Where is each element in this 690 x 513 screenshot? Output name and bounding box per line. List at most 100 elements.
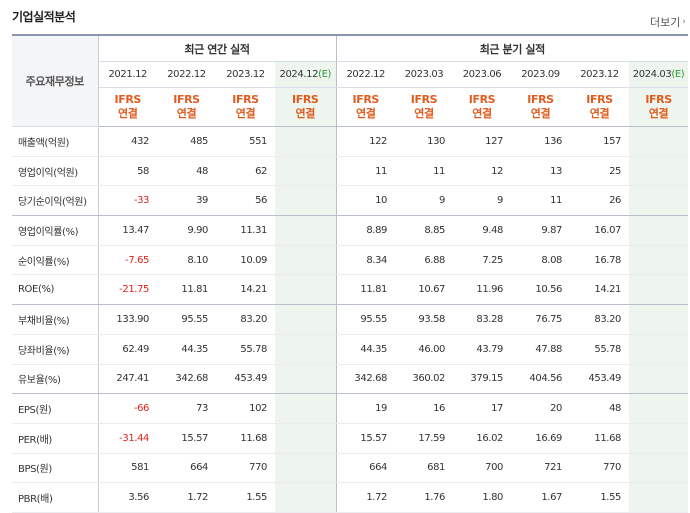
table-cell: 1.55 bbox=[216, 482, 275, 513]
table-cell: 8.10 bbox=[157, 245, 216, 276]
table-cell: 102 bbox=[216, 393, 275, 424]
table-cell: 11.96 bbox=[453, 274, 511, 306]
table-cell: 664 bbox=[157, 453, 216, 484]
table-cell bbox=[275, 156, 336, 187]
table-cell: -21.75 bbox=[98, 274, 157, 306]
row-label: PBR(배) bbox=[12, 482, 99, 513]
table-cell: 19 bbox=[335, 393, 395, 424]
row-header-label: 주요재무정보 bbox=[12, 35, 99, 127]
table-cell: 342.68 bbox=[157, 364, 216, 395]
table-cell: 13.47 bbox=[98, 215, 157, 246]
table-row: 영업이익률(%) 13.47 9.90 11.31 8.89 8.85 9.48 9.87 16… bbox=[12, 215, 689, 246]
table-cell bbox=[275, 215, 336, 246]
table-cell: 11.68 bbox=[216, 423, 275, 454]
estimate-mark: (E) bbox=[671, 69, 685, 80]
table-cell: 16.02 bbox=[453, 423, 511, 454]
period-header: 2023.03 bbox=[395, 61, 453, 88]
table-cell: 1.55 bbox=[570, 482, 629, 513]
more-label: 더보기 bbox=[650, 16, 681, 29]
table-cell: 11.81 bbox=[335, 274, 395, 306]
table-cell: 1.67 bbox=[511, 482, 570, 513]
table-cell: 48 bbox=[157, 156, 216, 187]
ifrs-line1: IFRS bbox=[114, 93, 142, 106]
table-cell: 16.69 bbox=[511, 423, 570, 454]
table-cell bbox=[629, 274, 689, 306]
table-cell bbox=[275, 364, 336, 395]
table-cell: 360.02 bbox=[395, 364, 453, 395]
table-cell bbox=[275, 423, 336, 454]
ifrs-line2: 연결 bbox=[118, 107, 138, 120]
more-link[interactable]: 더보기 › bbox=[650, 14, 686, 30]
table-row: EPS(원) -66 73 102 19 16 17 20 48 bbox=[12, 393, 689, 424]
table-cell: 721 bbox=[511, 453, 570, 484]
estimate-mark: (E) bbox=[318, 69, 331, 80]
row-label: 당기순이익(억원) bbox=[12, 185, 99, 217]
table-cell: 83.20 bbox=[216, 304, 275, 335]
table-cell: 55.78 bbox=[570, 334, 629, 365]
period-header: 2023.09 bbox=[511, 61, 570, 88]
table-row: 매출액(억원) 432 485 551 122 130 127 136 157 bbox=[12, 126, 689, 157]
row-label: 부채비율(%) bbox=[12, 304, 99, 335]
period-label: 2023.12 bbox=[580, 69, 619, 80]
ifrs-line1: IFRS bbox=[527, 93, 554, 106]
table-cell bbox=[275, 245, 336, 276]
table-cell bbox=[629, 126, 689, 157]
table-cell: 13 bbox=[511, 156, 570, 187]
table-cell bbox=[275, 126, 336, 157]
table-cell: 93.58 bbox=[395, 304, 453, 335]
ifrs-line2: 연결 bbox=[356, 107, 376, 120]
table-cell: 11 bbox=[511, 185, 570, 217]
table-cell: 770 bbox=[570, 453, 629, 484]
ifrs-line2: 연결 bbox=[235, 107, 256, 120]
table-cell: 9.87 bbox=[511, 215, 570, 246]
ifrs-label: IFRS 연결 bbox=[335, 87, 395, 127]
ifrs-line1: IFRS bbox=[232, 93, 259, 106]
table-cell: 127 bbox=[453, 126, 511, 157]
ifrs-line2: 연결 bbox=[530, 107, 551, 120]
table-cell: 8.85 bbox=[395, 215, 453, 246]
ifrs-line1: IFRS bbox=[586, 93, 613, 106]
table-cell: 1.76 bbox=[395, 482, 453, 513]
ifrs-line1: IFRS bbox=[468, 93, 496, 106]
row-label: 영업이익률(%) bbox=[12, 215, 99, 246]
table-cell: 453.49 bbox=[216, 364, 275, 395]
ifrs-label: IFRS 연결 bbox=[511, 87, 570, 127]
table-cell: 26 bbox=[570, 185, 629, 217]
table-cell: 56 bbox=[216, 185, 275, 217]
table-cell: 14.21 bbox=[570, 274, 629, 306]
period-header: 2023.12 bbox=[570, 61, 629, 88]
table-cell: 379.15 bbox=[453, 364, 511, 395]
table-cell bbox=[629, 364, 689, 395]
table-cell: 3.56 bbox=[98, 482, 157, 513]
table-cell: 55.78 bbox=[216, 334, 275, 365]
table-cell: 157 bbox=[570, 126, 629, 157]
table-cell bbox=[629, 393, 689, 424]
table-cell: 10.56 bbox=[511, 274, 570, 306]
table-body: 매출액(억원) 432 485 551 122 130 127 136 157 영업이익(억원) 5… bbox=[12, 126, 689, 513]
table-cell: 581 bbox=[98, 453, 157, 484]
ifrs-label: IFRS 연결 bbox=[275, 87, 336, 127]
table-cell: 551 bbox=[216, 126, 275, 157]
ifrs-label: IFRS 연결 bbox=[395, 87, 453, 127]
table-row: 순이익률(%) -7.65 8.10 10.09 8.34 6.88 7.25 8.08 16.… bbox=[12, 245, 689, 276]
table-row: 당좌비율(%) 62.49 44.35 55.78 44.35 46.00 43.79 47.… bbox=[12, 334, 689, 365]
ifrs-row: IFRS 연결 IFRS 연결 IFRS 연결 IFRS 연결 IFRS 연결 IFRS 연결 IFRS… bbox=[12, 87, 689, 127]
table-cell: 700 bbox=[453, 453, 511, 484]
period-header: 2023.12 bbox=[216, 61, 275, 88]
table-cell: 342.68 bbox=[335, 364, 395, 395]
quarterly-group-header: 최근 분기 실적 bbox=[335, 35, 689, 62]
table-cell: 453.49 bbox=[570, 364, 629, 395]
table-cell: 25 bbox=[570, 156, 629, 187]
table-cell bbox=[629, 423, 689, 454]
ifrs-label: IFRS 연결 bbox=[453, 87, 511, 127]
table-cell: 11.31 bbox=[216, 215, 275, 246]
table-cell: 58 bbox=[98, 156, 157, 187]
ifrs-label: IFRS 연결 bbox=[98, 87, 157, 127]
ifrs-line1: IFRS bbox=[292, 93, 319, 106]
table-cell: 73 bbox=[157, 393, 216, 424]
period-header: 2021.12 bbox=[98, 61, 157, 88]
table-cell bbox=[629, 304, 689, 335]
table-cell: 39 bbox=[157, 185, 216, 217]
table-cell: 1.80 bbox=[453, 482, 511, 513]
table-cell: 11.81 bbox=[157, 274, 216, 306]
